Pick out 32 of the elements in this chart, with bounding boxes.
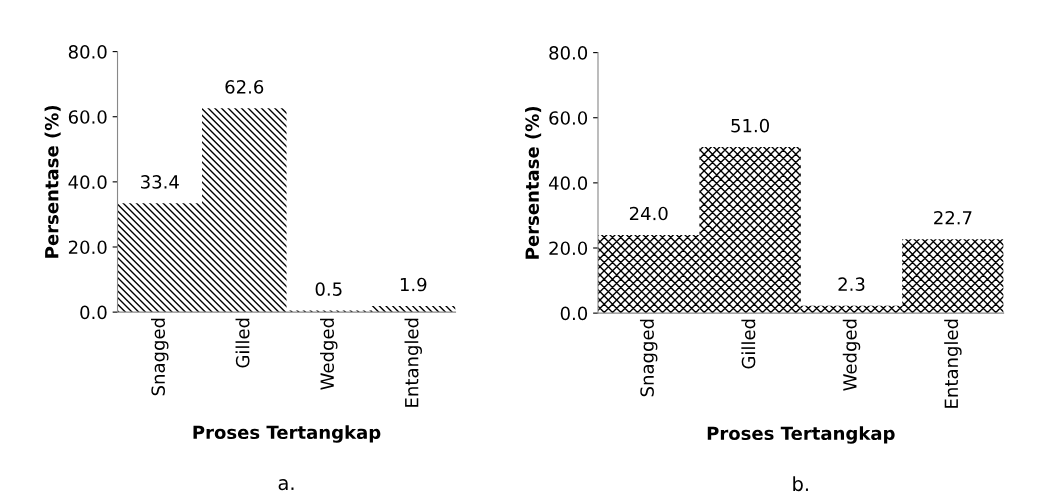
- data-label: 22.7: [934, 210, 972, 225]
- x-axis-title: Proses Tertangkap: [193, 425, 381, 443]
- y-axis-title: Persentase (%): [525, 106, 542, 259]
- text: b.: [793, 476, 808, 492]
- data-label: 51.0: [731, 118, 769, 133]
- y-tick-label: 80.0: [68, 45, 107, 59]
- y-tick-label: 60.0: [68, 110, 107, 124]
- x-tick-label: Wedged: [842, 319, 861, 391]
- x-tick-label: Gilled: [741, 319, 756, 369]
- x-tick-label: Snagged: [151, 318, 169, 396]
- data-label: 0.5: [315, 282, 342, 296]
- x-tick-label: Entangled: [404, 318, 423, 407]
- y-tick-label: 60.0: [549, 111, 588, 125]
- y-axis-title: Persentase (%): [44, 105, 61, 258]
- data-label: 33.4: [141, 175, 179, 189]
- text: a.: [278, 479, 294, 491]
- x-tick-label: Entangled: [944, 319, 962, 408]
- y-tick-label: 40.0: [548, 176, 588, 190]
- y-tick-label: 0.0: [560, 306, 588, 321]
- y-tick-label: 20.0: [68, 240, 107, 255]
- data-label: 24.0: [629, 206, 668, 221]
- x-tick-label: Wedged: [320, 318, 338, 390]
- data-label: 62.6: [225, 80, 264, 94]
- y-tick-label: 0.0: [80, 305, 107, 320]
- y-tick-label: 20.0: [549, 241, 588, 256]
- x-tick-label: Snagged: [639, 319, 658, 397]
- y-tick-label: 80.0: [549, 46, 588, 60]
- x-axis-title: Proses Tertangkap: [707, 426, 895, 444]
- data-label: 1.9: [400, 277, 427, 292]
- y-tick-label: 40.0: [68, 175, 107, 189]
- data-label: 2.3: [838, 277, 865, 292]
- x-tick-label: Gilled: [235, 318, 250, 368]
